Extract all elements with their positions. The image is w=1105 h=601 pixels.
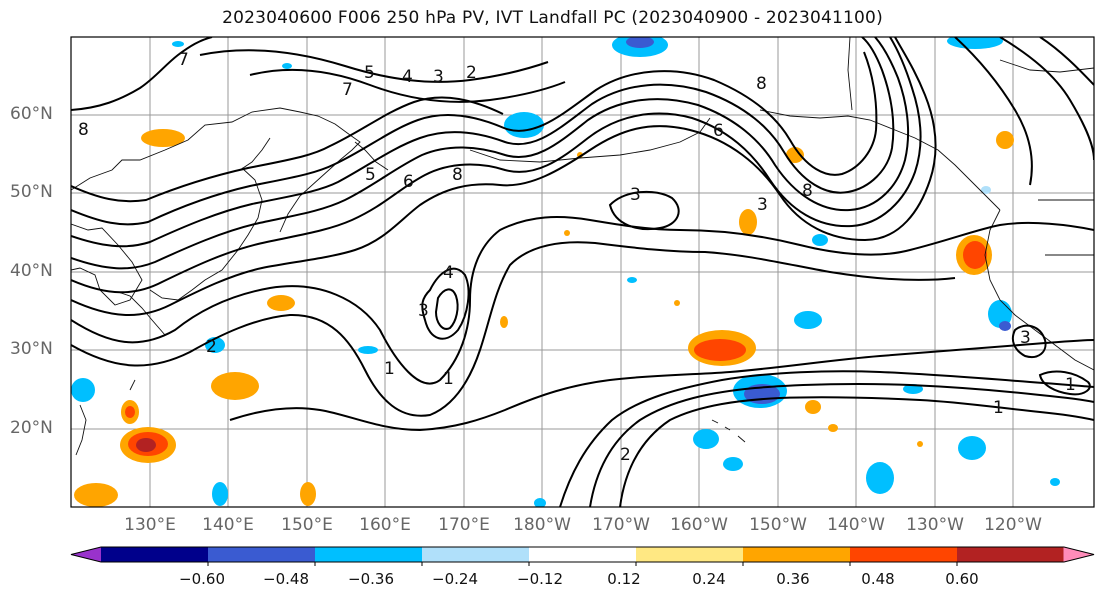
pc-shading	[71, 37, 1060, 507]
contour-label: 2	[466, 63, 477, 83]
colorbar-segment	[101, 547, 209, 562]
lon-label: 130°E	[124, 515, 176, 535]
lat-label: 60°N	[10, 104, 53, 124]
map-frame	[70, 36, 1095, 508]
colorbar-outline	[70, 546, 1095, 563]
contour-labels: 7 5 4 3 2 7 8 6 8 5 6 8 8 3 3 4 3 1 1 2 …	[78, 50, 1076, 465]
lon-label: 170°W	[592, 515, 650, 535]
contour-label: 3	[630, 185, 641, 205]
pv-contours	[71, 37, 1094, 507]
contour-label: 4	[443, 263, 454, 283]
contour-label: 8	[452, 165, 463, 185]
lon-label: 150°W	[749, 515, 807, 535]
colorbar-tick-label: 0.36	[776, 570, 810, 588]
colorbar-tick-label: −0.60	[179, 570, 225, 588]
contour-label: 2	[206, 337, 217, 357]
plot-title: 2023040600 F006 250 hPa PV, IVT Landfall…	[222, 8, 883, 28]
colorbar-segment	[850, 547, 958, 562]
contour-label: 1	[443, 369, 454, 389]
colorbar-tick-label: 0.24	[692, 570, 726, 588]
contour-label: 2	[620, 445, 631, 465]
colorbar-segment	[743, 547, 851, 562]
lon-label: 160°E	[359, 515, 411, 535]
lon-label: 160°W	[670, 515, 728, 535]
contour-label: 1	[1065, 375, 1076, 395]
colorbar-segment	[636, 547, 744, 562]
colorbar-tick-label: 0.12	[607, 570, 641, 588]
contour-label: 6	[403, 172, 414, 192]
lat-label: 20°N	[10, 418, 53, 438]
contour-label: 5	[365, 165, 376, 185]
colorbar-tick-label: −0.24	[432, 570, 478, 588]
colorbar-tick-label: 0.60	[945, 570, 979, 588]
contour-label: 7	[342, 80, 353, 100]
colorbar-segment	[529, 547, 637, 562]
lon-label: 180°W	[513, 515, 571, 535]
lat-label: 30°N	[10, 339, 53, 359]
lat-label: 50°N	[10, 182, 53, 202]
colorbar-tick-label: −0.12	[517, 570, 563, 588]
colorbar-tick-label: −0.48	[263, 570, 309, 588]
contour-label: 6	[713, 121, 724, 141]
colorbar-tick-label: 0.48	[861, 570, 895, 588]
lon-label: 170°E	[438, 515, 490, 535]
colorbar	[70, 546, 1095, 566]
contour-label: 3	[1020, 328, 1031, 348]
contour-label: 7	[178, 50, 189, 70]
colorbar-segment	[208, 547, 316, 562]
contour-label: 4	[402, 67, 413, 87]
coastlines	[71, 37, 1094, 456]
lon-label: 120°W	[984, 515, 1042, 535]
lon-label: 130°W	[906, 515, 964, 535]
lon-label: 140°W	[827, 515, 885, 535]
contour-label: 3	[418, 301, 429, 321]
colorbar-segment	[422, 547, 530, 562]
colorbar-tick-label: −0.36	[348, 570, 394, 588]
contour-label: 8	[756, 74, 767, 94]
lon-label: 140°E	[202, 515, 254, 535]
lat-label: 40°N	[10, 261, 53, 281]
contour-label: 1	[993, 398, 1004, 418]
colorbar-segment	[957, 547, 1065, 562]
colorbar-segment	[315, 547, 423, 562]
contour-label: 8	[802, 181, 813, 201]
colorbar-extend-low	[71, 547, 102, 562]
contour-label: 5	[364, 63, 375, 83]
contour-label: 3	[757, 195, 768, 215]
contour-label: 8	[78, 120, 89, 140]
colorbar-extend-high	[1063, 547, 1094, 562]
contour-label: 1	[384, 359, 395, 379]
contour-label: 3	[433, 67, 444, 87]
lon-label: 150°E	[281, 515, 333, 535]
